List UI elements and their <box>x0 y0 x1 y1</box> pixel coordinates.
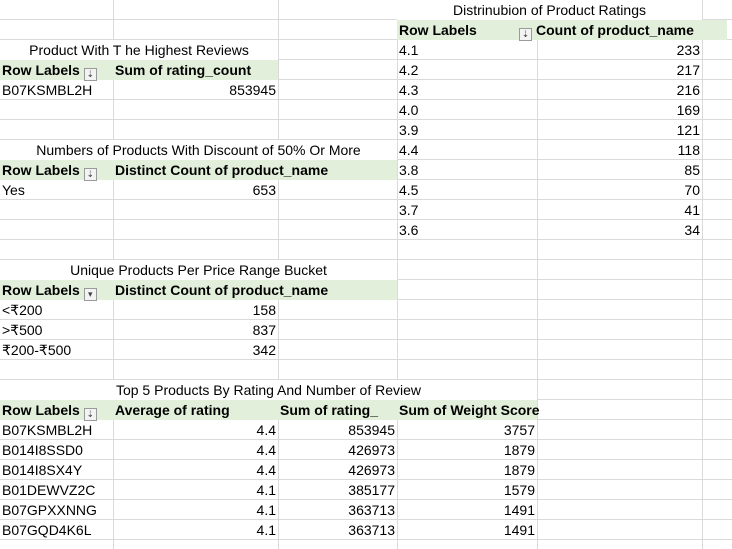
table-row-value[interactable]: 34 <box>684 222 700 238</box>
table-cell-sum[interactable]: 363713 <box>348 522 395 538</box>
table-row-label[interactable]: 4.0 <box>399 102 419 118</box>
table-row-value[interactable]: 121 <box>676 122 700 138</box>
filter-sort-icon[interactable]: ⇣ <box>83 168 97 181</box>
table-row-value[interactable]: 70 <box>684 182 700 198</box>
table-row-label[interactable]: <₹200 <box>2 302 43 318</box>
table-row-value[interactable]: 216 <box>676 82 700 98</box>
table-row-value[interactable]: 169 <box>676 102 700 118</box>
table-row-label[interactable]: B01DEWVZ2C <box>2 482 96 498</box>
table-row-label[interactable]: 4.1 <box>399 42 419 58</box>
table-row-value[interactable]: 85 <box>684 162 700 178</box>
discount-title: Numbers of Products With Discount of 50%… <box>0 140 397 160</box>
table-row-value[interactable]: 217 <box>676 62 700 78</box>
table-row-label[interactable]: 4.4 <box>399 142 419 158</box>
table-row-value[interactable]: 158 <box>252 302 276 318</box>
top5-row-label-header[interactable]: Row Labels ⇣ <box>0 400 113 421</box>
row-labels-text: Row Labels <box>2 162 80 178</box>
table-cell-avg[interactable]: 4.4 <box>256 462 276 478</box>
distribution-row-label-header[interactable]: Row Labels <box>397 20 537 40</box>
table-cell-sum[interactable]: 426973 <box>348 462 395 478</box>
row-labels-text: Row Labels <box>2 402 80 418</box>
price-bucket-row-label-header[interactable]: Row Labels ▾ <box>0 280 113 301</box>
table-row-label[interactable]: B014I8SSD0 <box>2 442 83 458</box>
table-cell-avg[interactable]: 4.4 <box>256 422 276 438</box>
row-labels-text: Row Labels <box>2 62 80 78</box>
table-row-value[interactable]: 837 <box>252 322 276 338</box>
price-bucket-value-header[interactable]: Distinct Count of product_name <box>113 280 397 300</box>
distribution-title: Distrinubion of Product Ratings <box>397 0 702 20</box>
table-cell-sum[interactable]: 363713 <box>348 502 395 518</box>
filter-sort-icon[interactable]: ⇣ <box>83 68 97 81</box>
table-row-value[interactable]: 853945 <box>229 82 276 98</box>
table-row-label[interactable]: B07KSMBL2H <box>2 422 93 438</box>
table-cell-avg[interactable]: 4.1 <box>256 522 276 538</box>
row-labels-text: Row Labels <box>399 22 477 38</box>
highest-reviews-value-header[interactable]: Sum of rating_count <box>113 60 278 80</box>
top5-title: Top 5 Products By Rating And Number of R… <box>0 380 537 400</box>
top5-col3-header[interactable]: Sum of Weight Score <box>397 400 540 420</box>
table-cell-score[interactable]: 3757 <box>503 422 535 438</box>
table-cell-score[interactable]: 1879 <box>503 442 535 458</box>
table-cell-score[interactable]: 1491 <box>503 502 535 518</box>
dropdown-icon[interactable]: ▾ <box>83 288 97 301</box>
table-row-label[interactable]: 3.7 <box>399 202 419 218</box>
table-row-label[interactable]: 3.6 <box>399 222 419 238</box>
table-cell-avg[interactable]: 4.1 <box>256 482 276 498</box>
table-cell-score[interactable]: 1579 <box>503 482 535 498</box>
table-row-label[interactable]: B014I8SX4Y <box>2 462 83 478</box>
table-row-label[interactable]: B07GQD4K6L <box>2 522 92 538</box>
table-row-label[interactable]: 3.8 <box>399 162 419 178</box>
filter-sort-icon[interactable]: ⇣ <box>83 408 97 421</box>
table-row-label[interactable]: Yes <box>2 182 25 198</box>
table-row-label[interactable]: ₹200-₹500 <box>2 342 72 358</box>
highest-reviews-row-label-header[interactable]: Row Labels ⇣ <box>0 60 113 81</box>
filter-sort-icon[interactable]: ⇣ <box>519 28 532 41</box>
discount-value-header[interactable]: Distinct Count of product_name <box>113 160 397 180</box>
table-row-value[interactable]: 118 <box>677 142 700 158</box>
table-row-label[interactable]: >₹500 <box>2 322 43 338</box>
top5-col2-header[interactable]: Sum of rating_ <box>278 400 397 420</box>
table-cell-score[interactable]: 1491 <box>503 522 535 538</box>
table-row-label[interactable]: B07KSMBL2H <box>2 82 93 98</box>
distribution-value-header[interactable]: ⇣ Count of product_name <box>519 20 727 41</box>
table-row-value[interactable]: 653 <box>252 182 276 198</box>
table-row-value[interactable]: 233 <box>676 42 700 58</box>
table-row-value[interactable]: 342 <box>252 342 276 358</box>
highest-reviews-title: Product With T he Highest Reviews <box>0 40 278 60</box>
price-bucket-title: Unique Products Per Price Range Bucket <box>0 260 397 280</box>
row-labels-text: Row Labels <box>2 282 80 298</box>
table-cell-score[interactable]: 1879 <box>503 462 535 478</box>
table-row-label[interactable]: 4.3 <box>399 82 419 98</box>
value-header-text: Count of product_name <box>536 22 694 38</box>
table-row-label[interactable]: 4.2 <box>399 62 419 78</box>
top5-col1-header[interactable]: Average of rating <box>113 400 278 420</box>
table-row-label[interactable]: 4.5 <box>399 182 419 198</box>
table-cell-avg[interactable]: 4.4 <box>256 442 276 458</box>
discount-row-label-header[interactable]: Row Labels ⇣ <box>0 160 113 181</box>
table-row-label[interactable]: B07GPXXNNG <box>2 502 97 518</box>
table-row-value[interactable]: 41 <box>684 202 700 218</box>
table-cell-sum[interactable]: 426973 <box>348 442 395 458</box>
table-cell-avg[interactable]: 4.1 <box>256 502 276 518</box>
table-cell-sum[interactable]: 385177 <box>348 482 395 498</box>
table-cell-sum[interactable]: 853945 <box>348 422 395 438</box>
table-row-label[interactable]: 3.9 <box>399 122 419 138</box>
